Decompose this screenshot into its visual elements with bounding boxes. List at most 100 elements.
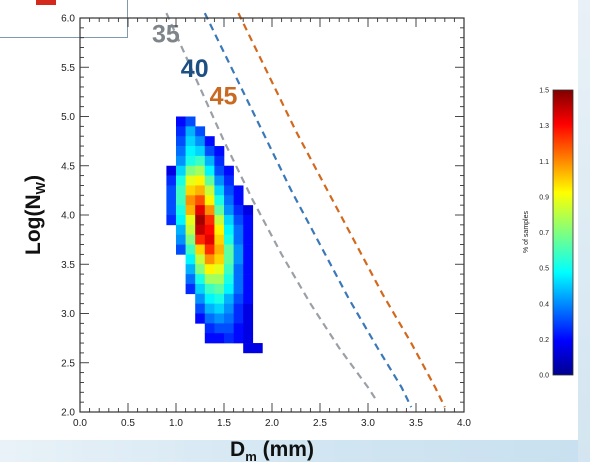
colorbar-label: % of samples [523,210,530,253]
heatmap-cell [204,313,215,324]
heatmap-cell [214,205,225,216]
heatmap-cell [204,165,215,176]
heatmap-cell [224,234,234,245]
heatmap-cell [224,205,234,216]
heatmap-cell [214,264,225,275]
heatmap-cell [204,155,215,167]
heatmap-cell [204,205,215,216]
heatmap-cell [243,343,254,354]
colorbar-tick-label: 0.7 [539,230,549,237]
heatmap-cell [185,274,196,285]
heatmap-cell [176,165,186,176]
heatmap-cell [195,313,206,324]
heatmap-cell [185,195,196,206]
heatmap-cell [224,283,234,295]
colorbar-tick-label: 1.1 [539,159,549,166]
heatmap-cell [204,215,215,226]
heatmap-cell [195,175,206,186]
y-axis-label: Log(NW) [22,175,48,255]
heatmap-cell [224,264,234,275]
heatmap-cell [224,313,234,324]
heatmap-cell [204,175,215,186]
heatmap-cell [185,215,196,226]
heatmap-cell [195,283,206,295]
heatmap-cell [195,205,206,216]
heatmap-cell [233,303,244,314]
heatmap-cells [166,116,263,354]
heatmap-cell [204,146,215,157]
heatmap-cell [214,254,225,265]
x-tick-label: 4.0 [457,418,471,429]
heatmap-cell [214,185,225,196]
heatmap-cell [204,244,215,255]
heatmap-cell [195,155,206,167]
heatmap-cell [224,323,234,334]
heatmap-cell [233,224,244,235]
colorbar-ticks: 0.0 0.2 0.4 0.5 0.7 0.9 1.1 1.3 1.5 [539,88,549,380]
y-tick-label: 4.0 [61,211,75,222]
curve-label-45: 45 [210,83,238,111]
heatmap-cell [185,185,196,196]
x-tick-label: 0.5 [121,418,135,429]
x-axis-label: Dm (mm) [230,438,314,462]
heatmap-cell [224,185,234,196]
heatmap-cell [243,274,254,285]
heatmap-cell [176,116,186,127]
heatmap-cell [185,234,196,245]
heatmap-cell [204,185,215,196]
heatmap-cell [243,244,254,255]
heatmap-cell [195,244,206,255]
colorbar-tick-label: 0.9 [539,194,549,201]
y-tick-label: 4.5 [61,161,75,172]
heatmap-cell [243,215,254,226]
header-accent-mark [36,0,56,5]
colorbar-tick-label: 0.4 [539,301,549,308]
heatmap-cell [214,215,225,226]
heatmap-cell [204,136,215,147]
curve-35 [165,12,379,403]
heatmap-cell [195,234,206,245]
heatmap-cell [243,264,254,275]
heatmap-cell [176,126,186,137]
heatmap-cell [176,195,186,206]
heatmap-cell [204,323,215,334]
heatmap-cell [166,175,177,186]
heatmap-cell [243,224,254,235]
heatmap-cell [224,274,234,285]
heatmap-cell [224,195,234,206]
x-tick-label: 1.5 [217,418,231,429]
heatmap-cell [243,234,254,245]
colorbar-tick-label: 0.2 [539,337,549,344]
y-tick-label: 5.0 [61,112,75,123]
heatmap-cell [224,165,234,176]
heatmap-cell [195,215,206,226]
heatmap-cell [243,313,254,324]
heatmap-cell [214,274,225,285]
heatmap-cell [176,136,186,147]
colorbar-tick-label: 0.0 [539,373,549,380]
bottom-decorative-band [0,440,590,462]
heatmap-cell [233,264,244,275]
heatmap-cell [185,244,196,255]
heatmap-cell [204,293,215,304]
heatmap-cell [224,293,234,304]
heatmap-cell [185,116,196,127]
heatmap-cell [185,264,196,275]
heatmap-cell [233,185,244,196]
heatmap-cell [166,215,177,226]
heatmap-cell [176,185,186,196]
heatmap-cell [233,205,244,216]
heatmap-cell [185,175,196,186]
heatmap-cell [185,283,196,295]
heatmap-cell [176,205,186,216]
heatmap-cell [204,264,215,275]
heatmap-cell [243,323,254,334]
heatmap-cell [176,146,186,157]
heatmap-cell [166,185,177,196]
curve-label-40: 40 [181,55,209,83]
heatmap-cell [224,303,234,314]
heatmap-cell [195,254,206,265]
x-tick-label: 1.0 [169,418,183,429]
x-tick-label: 3.0 [361,418,375,429]
